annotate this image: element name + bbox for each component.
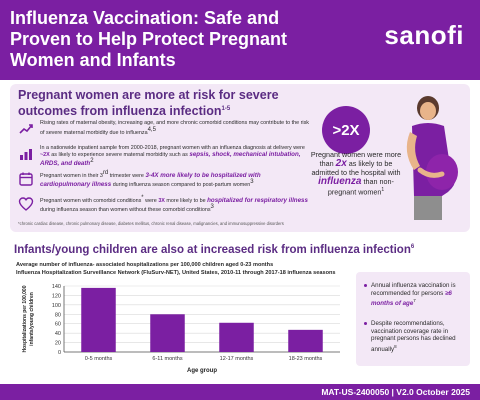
- x-tick-label: 18-23 months: [289, 356, 323, 362]
- bullet-4-emphasis: 3X: [158, 197, 165, 204]
- note-1-ref: 7: [413, 298, 416, 304]
- document-code: MAT-US-2400050 | V2.0 October 2025: [321, 387, 470, 397]
- bullet-4-asterisk: *: [141, 195, 144, 201]
- x-tick-label: 6-11 months: [152, 356, 182, 362]
- bullet-3-text-c: during influenza season compared to post…: [112, 182, 251, 189]
- y-tick-label: 0: [58, 350, 61, 356]
- infant-section-title: Infants/young children are also at incre…: [14, 244, 464, 256]
- y-tick-label: 100: [52, 303, 61, 309]
- y-tick-label: 40: [55, 331, 61, 337]
- bullet-1-text: Rising rates of maternal obesity, increa…: [40, 120, 309, 136]
- bullet-text: Rising rates of maternal obesity, increa…: [40, 120, 312, 136]
- bullet-4-text-d: during influenza season than women witho…: [40, 207, 211, 214]
- x-tick-label: 0-5 months: [85, 356, 113, 362]
- note-coverage-decline: Despite recommendations, vaccination cov…: [364, 320, 464, 353]
- bullet-3-text-b: trimester were: [109, 172, 144, 179]
- chart-subtitle: Average number of influenza- associated …: [16, 262, 274, 268]
- x-axis-label: Age group: [187, 368, 217, 374]
- stat-ref: 1: [381, 187, 385, 193]
- stat-big-a: 2x: [335, 158, 347, 169]
- bullet-2-emphasis: ~2X: [40, 151, 50, 158]
- bullet-third-trimester: Pregnant women in their 3rd trimester we…: [18, 170, 312, 192]
- stat-badge: >2X: [322, 106, 370, 154]
- bar-0-5-months: [81, 287, 116, 352]
- bullet-4-text-c: more likely to be: [166, 197, 206, 204]
- bar-18-23-months: [288, 329, 323, 352]
- y-tick-label: 120: [52, 293, 61, 299]
- stat-text-c: than non-pregnant women: [327, 177, 394, 197]
- pregnant-section-title: Pregnant women are more at risk for seve…: [18, 88, 308, 118]
- note-2-text-a: Despite recommendations, vaccination cov…: [371, 320, 456, 353]
- bullet-4-highlight: hospitalized for respiratory illness: [207, 196, 308, 204]
- note-2-ref: 8: [394, 343, 397, 349]
- trend-up-icon: [19, 124, 33, 134]
- y-tick-label: 60: [55, 322, 61, 328]
- pregnant-risk-panel: Pregnant women are more at risk for seve…: [10, 84, 470, 232]
- calendar-icon: [19, 172, 33, 186]
- bullet-3-highlight: 3-4X more likely to be hospitalized with…: [40, 171, 261, 189]
- header-banner: Influenza Vaccination: Safe and Proven t…: [0, 0, 480, 80]
- bullet-4-ref: 3: [210, 204, 214, 211]
- bullet-dot: [364, 284, 367, 287]
- y-axis-label: Hospitalizations per 100,000: [22, 285, 28, 352]
- stat-statement: Pregnant women were more than 2x as like…: [306, 150, 406, 196]
- y-tick-label: 140: [52, 284, 61, 290]
- bullet-4-text-b: were: [145, 197, 157, 204]
- stat-big-b: influenza: [318, 176, 362, 187]
- sanofi-logo: sanofi: [384, 20, 464, 50]
- vaccination-notes-box: Annual influenza vaccination is recommen…: [356, 272, 470, 366]
- bullet-3-ref: 3: [250, 179, 254, 186]
- y-axis-label: infants/young children: [29, 292, 35, 346]
- bullet-4-text-a: Pregnant women with comorbid conditions: [40, 197, 142, 204]
- infant-title-text: Infants/young children are also at incre…: [14, 244, 411, 256]
- bullet-text: In a nationwide inpatient sample from 20…: [40, 145, 312, 168]
- comorbid-footnote: *chronic cardiac disease, chronic pulmon…: [18, 221, 284, 226]
- bullet-inpatient-sample: In a nationwide inpatient sample from 20…: [18, 145, 312, 167]
- chart-source: Influenza Hospitalization Surveillance N…: [16, 270, 336, 276]
- hospitalization-bar-chart: 0 20 40 60 80 100 120 140 0-5 months 6-11 months 1…: [22, 284, 340, 374]
- bullet-2-text-a: In a nationwide inpatient sample from 20…: [40, 145, 305, 151]
- bullet-text: Pregnant women with comorbid conditions*…: [40, 195, 312, 214]
- note-recommendation: Annual influenza vaccination is recommen…: [364, 282, 464, 308]
- stat-text-b: as likely to be admitted to the hospital…: [311, 159, 401, 177]
- y-tick-label: 20: [55, 341, 61, 347]
- page-title: Influenza Vaccination: Safe and Proven t…: [10, 8, 288, 70]
- y-tick-label: 80: [55, 312, 61, 318]
- bar-12-17-months: [219, 322, 254, 352]
- pregnant-woman-illustration: [406, 96, 458, 220]
- x-tick-label: 12-17 months: [220, 356, 254, 362]
- bullet-comorbid: Pregnant women with comorbid conditions*…: [18, 195, 312, 217]
- note-2-text: Despite recommendations, vaccination cov…: [371, 320, 464, 353]
- bullet-2-highlight: sepsis, shock, mechanical intubation, AR…: [40, 150, 301, 167]
- stat-text-a: Pregnant women were more than: [310, 150, 402, 168]
- bar-chart-icon: [20, 149, 32, 160]
- infant-title-ref: 6: [410, 244, 415, 251]
- heart-icon: [18, 197, 34, 211]
- note-1-text-a: Annual influenza vaccination is recommen…: [371, 282, 456, 297]
- bullet-maternal-obesity: Rising rates of maternal obesity, increa…: [18, 120, 312, 142]
- note-1-highlight: ≥6 months of age: [371, 289, 452, 308]
- bullet-2-ref: 2: [90, 158, 94, 165]
- bar-6-11-months: [150, 314, 185, 352]
- bullet-2-text-b: as likely to experience severe maternal …: [51, 151, 188, 158]
- pregnant-title-text: Pregnant women are more at risk for seve…: [18, 88, 279, 119]
- bullet-text: Pregnant women in their 3rd trimester we…: [40, 170, 312, 189]
- bullet-1-ref: 4,5: [147, 126, 156, 133]
- footer-bar: MAT-US-2400050 | V2.0 October 2025: [0, 384, 480, 400]
- bullet-3-ordinal: rd: [102, 170, 109, 176]
- bullet-3-text-a: Pregnant women in their 3: [40, 172, 103, 179]
- note-1-text: Annual influenza vaccination is recommen…: [371, 282, 464, 308]
- pregnant-title-ref: 1-5: [221, 106, 231, 112]
- bullet-dot: [364, 322, 367, 325]
